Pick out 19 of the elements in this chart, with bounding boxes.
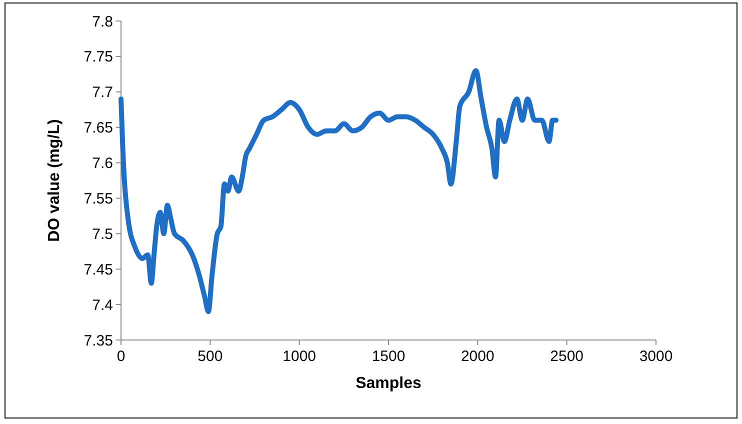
x-tick-label: 1000 <box>282 348 316 365</box>
y-tick-label: 7.4 <box>92 296 113 314</box>
y-tick-label: 7.65 <box>84 120 113 137</box>
y-tick-label: 7.45 <box>84 261 113 278</box>
y-tick-label: 7.5 <box>92 226 113 243</box>
x-tick-label: 2000 <box>460 348 494 365</box>
x-tick-label: 500 <box>198 348 223 365</box>
x-tick-label: 1500 <box>372 348 406 365</box>
y-tick-label: 7.8 <box>92 13 113 30</box>
y-tick-label: 7.55 <box>84 190 113 208</box>
y-tick-label: 7.75 <box>84 48 113 66</box>
x-tick-label: 0 <box>116 348 126 365</box>
x-tick-label: 3000 <box>639 348 673 365</box>
y-tick-label: 7.6 <box>92 155 113 172</box>
y-tick-label: 7.7 <box>92 84 113 102</box>
x-axis-title: Samples <box>356 375 422 392</box>
y-axis-title: DO value (mg/L) <box>46 119 63 242</box>
x-tick-label: 2500 <box>550 348 584 365</box>
y-tick-label: 7.35 <box>84 332 113 350</box>
